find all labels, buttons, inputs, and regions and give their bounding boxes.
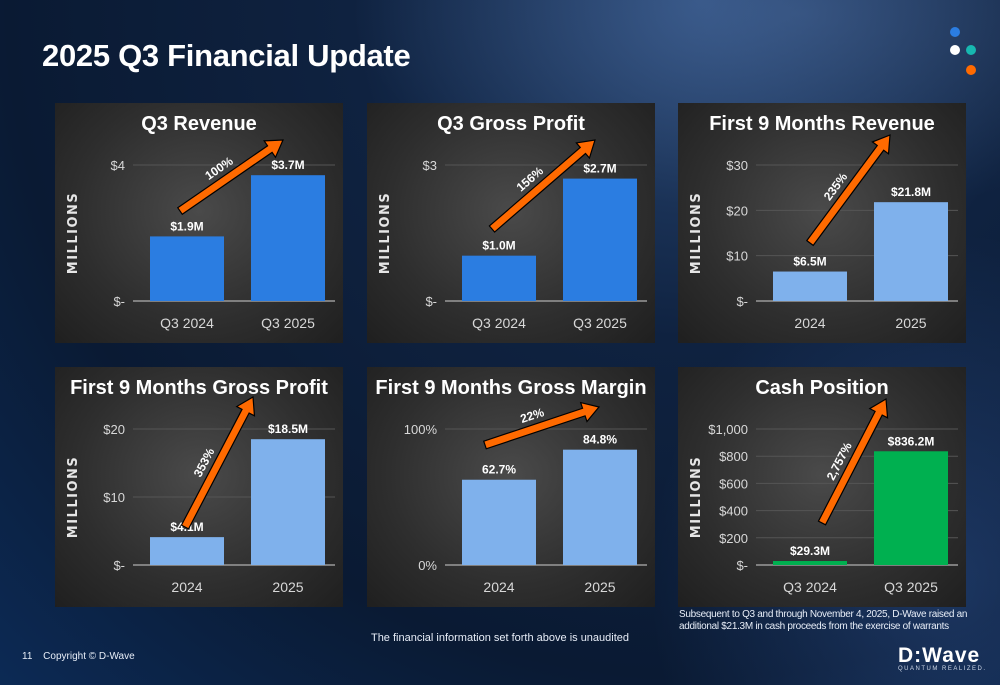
y-tick-label: $- (736, 294, 748, 309)
data-label: $2.7M (583, 162, 616, 176)
bar-2024 (773, 271, 847, 301)
y-tick-label: $- (113, 294, 125, 309)
y-tick-label: $4 (111, 158, 125, 173)
arrow-shape (488, 139, 596, 233)
dwave-logo: D:Wave QUANTUM REALIZED. (898, 644, 987, 672)
bar-q3-2024 (462, 255, 536, 301)
x-tick-label: Q3 2025 (884, 579, 938, 595)
y-tick-label: $1,000 (708, 422, 748, 437)
x-tick-label: 2025 (272, 579, 303, 595)
bar-2024 (462, 479, 536, 565)
data-label: $1.0M (482, 239, 515, 253)
chart-svg: Q3 Gross Profit MILLIONS $- $3 $1.0M Q3 2024 $… (378, 113, 647, 331)
y-tick-label: $400 (719, 504, 748, 519)
y-tick-label: $10 (726, 249, 748, 264)
chart-title: Q3 Gross Profit (437, 113, 585, 135)
x-tick-label: 2024 (483, 579, 514, 595)
y-axis-label: MILLIONS (66, 456, 81, 538)
y-axis-label: MILLIONS (689, 456, 704, 538)
data-label: $1.9M (170, 219, 203, 233)
chart-q3-gross-profit: Q3 Gross Profit MILLIONS $- $3 $1.0M Q3 2024 $… (367, 103, 655, 343)
bar-2024 (150, 537, 224, 565)
chart-svg: First 9 Months Gross Margin 0% 100% 62.7% 20… (375, 377, 647, 595)
growth-arrow: 353% (180, 395, 256, 530)
x-tick-label: 2025 (895, 315, 926, 331)
bar-q3-2025 (874, 451, 948, 565)
data-label: $21.8M (891, 185, 931, 199)
data-label: 84.8% (583, 433, 617, 447)
y-tick-label: $30 (726, 158, 748, 173)
y-axis-label: MILLIONS (378, 192, 393, 274)
x-tick-label: Q3 2025 (261, 315, 315, 331)
arrow-shape (482, 401, 601, 450)
y-tick-label: 0% (418, 558, 437, 573)
arrow-shape (817, 397, 889, 526)
chart-9m-revenue: First 9 Months Revenue MILLIONS $- $10 $20 $3… (678, 103, 966, 343)
chart-title: Q3 Revenue (141, 113, 257, 135)
bar-q3-2024 (150, 236, 224, 301)
y-tick-label: $3 (423, 158, 437, 173)
cash-footnote: Subsequent to Q3 and through November 4,… (679, 609, 968, 632)
data-label: 62.7% (482, 463, 516, 477)
arrow-shape (176, 139, 284, 216)
y-tick-label: 100% (404, 422, 438, 437)
y-axis-label: MILLIONS (66, 192, 81, 274)
footer: 11 Copyright © D-Wave (22, 651, 135, 662)
data-label: $6.5M (793, 255, 826, 269)
x-tick-label: 2024 (171, 579, 202, 595)
x-tick-label: 2024 (794, 315, 825, 331)
chart-title: First 9 Months Revenue (709, 113, 935, 135)
copyright: Copyright © D-Wave (43, 651, 135, 662)
arrow-shape (180, 395, 256, 530)
unaudited-note: The financial information set forth abov… (370, 632, 630, 644)
page-number: 11 (22, 651, 33, 662)
chart-svg: Cash Position MILLIONS $- $200 $400 $600 $800 $… (689, 377, 958, 595)
data-label: $836.2M (888, 434, 935, 448)
y-tick-label: $- (113, 558, 125, 573)
bar-2025 (563, 449, 637, 565)
chart-svg: First 9 Months Revenue MILLIONS $- $10 $20 $3… (689, 113, 958, 331)
bar-q3-2025 (563, 178, 637, 301)
arrow-shape (805, 134, 891, 247)
y-tick-label: $- (425, 294, 437, 309)
chart-svg: First 9 Months Gross Profit MILLIONS $- $10… (66, 377, 335, 595)
chart-q3-revenue: Q3 Revenue MILLIONS $- $4 $1.9M Q3 2024 $3.7M Q… (55, 103, 343, 343)
chart-svg: Q3 Revenue MILLIONS $- $4 $1.9M Q3 2024 $3.7M Q… (66, 113, 335, 331)
data-label: $18.5M (268, 422, 308, 436)
chart-9m-gross-margin: First 9 Months Gross Margin 0% 100% 62.7% 20… (367, 367, 655, 607)
chart-title: Cash Position (755, 377, 888, 399)
chart-9m-gross-profit: First 9 Months Gross Profit MILLIONS $- $10… (55, 367, 343, 607)
y-tick-label: $20 (726, 203, 748, 218)
chart-cash-position: Cash Position MILLIONS $- $200 $400 $600 $800 $… (678, 367, 966, 607)
bar-2025 (874, 202, 948, 301)
y-tick-label: $10 (103, 490, 125, 505)
x-tick-label: Q3 2024 (472, 315, 526, 331)
page-title: 2025 Q3 Financial Update (42, 38, 411, 73)
y-tick-label: $20 (103, 422, 125, 437)
x-tick-label: Q3 2024 (160, 315, 214, 331)
data-label: $3.7M (271, 158, 304, 172)
y-tick-label: $200 (719, 531, 748, 546)
y-tick-label: $600 (719, 476, 748, 491)
chart-title: First 9 Months Gross Profit (70, 377, 328, 399)
y-tick-label: $800 (719, 449, 748, 464)
x-tick-label: 2025 (584, 579, 615, 595)
x-tick-label: Q3 2024 (783, 579, 837, 595)
data-label: $29.3M (790, 544, 830, 558)
bar-q3-2024 (773, 561, 847, 565)
y-tick-label: $- (736, 558, 748, 573)
bar-q3-2025 (251, 175, 325, 301)
y-axis-label: MILLIONS (689, 192, 704, 274)
bar-2025 (251, 439, 325, 565)
chart-title: First 9 Months Gross Margin (375, 377, 646, 399)
x-tick-label: Q3 2025 (573, 315, 627, 331)
